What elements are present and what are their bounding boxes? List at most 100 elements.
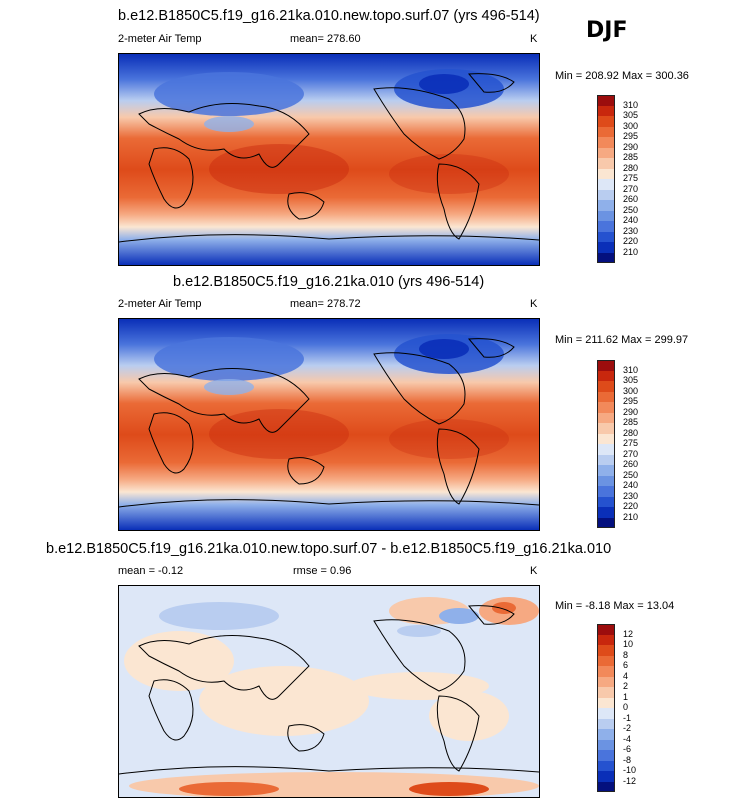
colorbar-label: 270 (623, 448, 639, 459)
colorbar-label: 290 (623, 406, 639, 417)
colorbar-label: 4 (623, 670, 629, 681)
colorbar-label: 240 (623, 215, 639, 225)
colorbar-swatch (597, 645, 615, 656)
colorbar-swatch (597, 381, 615, 392)
colorbar-label: 250 (623, 204, 639, 215)
colorbar-label: 260 (623, 459, 639, 469)
colorbar-swatch (597, 697, 615, 708)
colorbar-swatch (597, 454, 615, 465)
colorbar-label: 300 (623, 120, 639, 131)
panel1-units: K (530, 33, 538, 45)
colorbar-label: 2 (623, 681, 629, 691)
colorbar-label: -4 (623, 733, 632, 744)
colorbar-swatch (597, 105, 615, 116)
panel2-map (118, 318, 540, 531)
colorbar-label: 240 (623, 480, 639, 490)
colorbar-label: -6 (623, 744, 632, 754)
colorbar-label: 210 (623, 511, 639, 522)
colorbar-label: 285 (623, 152, 639, 162)
panel2-variable: 2-meter Air Temp (118, 298, 202, 310)
colorbar-label: 210 (623, 246, 639, 257)
colorbar-swatch (597, 781, 615, 792)
panel3-units: K (530, 565, 538, 577)
colorbar-swatch (597, 666, 615, 677)
colorbar-label: 220 (623, 236, 639, 246)
colorbar-label: 285 (623, 417, 639, 427)
colorbar-swatch (597, 718, 615, 729)
colorbar-label: -8 (623, 754, 632, 765)
panel2-mean: mean= 278.72 (290, 298, 361, 310)
colorbar-swatch (597, 412, 615, 423)
colorbar-swatch (597, 221, 615, 232)
colorbar-swatch (597, 126, 615, 137)
colorbar-label: 6 (623, 660, 629, 670)
colorbar-label: 1 (623, 691, 629, 702)
colorbar-label: 260 (623, 194, 639, 204)
panel3-map (118, 585, 540, 798)
colorbar-swatch (597, 370, 615, 381)
panel2-units: K (530, 298, 538, 310)
colorbar-label: 10 (623, 639, 634, 649)
colorbar-swatch (597, 189, 615, 200)
colorbar-label: 300 (623, 385, 639, 396)
colorbar-label: 295 (623, 131, 639, 141)
colorbar-label: -2 (623, 723, 632, 733)
panel1-title: b.e12.B1850C5.f19_g16.21ka.010.new.topo.… (118, 8, 540, 24)
colorbar-label: 305 (623, 375, 639, 385)
colorbar-swatch (597, 168, 615, 179)
colorbar-label: 230 (623, 225, 639, 236)
colorbar-swatch (597, 423, 615, 434)
colorbar-label: 250 (623, 469, 639, 480)
colorbar-swatch (597, 242, 615, 253)
colorbar-label: 8 (623, 649, 629, 660)
colorbar-label: 310 (623, 364, 639, 375)
colorbar-swatch (597, 231, 615, 242)
colorbar-label: -10 (623, 765, 637, 775)
panel1-mean: mean= 278.60 (290, 33, 361, 45)
colorbar-swatch (597, 507, 615, 518)
panel1-map (118, 53, 540, 266)
colorbar-swatch (597, 517, 615, 528)
colorbar-swatch (597, 750, 615, 761)
colorbar-swatch (597, 444, 615, 455)
colorbar-swatch (597, 624, 615, 635)
colorbar-swatch (597, 676, 615, 687)
colorbar-label: 290 (623, 141, 639, 152)
colorbar-swatch (597, 655, 615, 666)
colorbar-swatch (597, 391, 615, 402)
colorbar-swatch (597, 739, 615, 750)
panel2-title: b.e12.B1850C5.f19_g16.21ka.010 (yrs 496-… (173, 274, 485, 290)
panel3-title: b.e12.B1850C5.f19_g16.21ka.010.new.topo.… (46, 541, 612, 557)
colorbar-swatch (597, 210, 615, 221)
colorbar-label: -1 (623, 712, 632, 723)
colorbar-swatch (597, 360, 615, 371)
colorbar-swatch (597, 95, 615, 106)
colorbar-label: -12 (623, 775, 637, 786)
colorbar-label: 295 (623, 396, 639, 406)
colorbar-swatch (597, 158, 615, 169)
colorbar-label: 275 (623, 438, 639, 448)
panel1-variable: 2-meter Air Temp (118, 33, 202, 45)
colorbar-label: 0 (623, 702, 629, 712)
panel3-minmax: Min = -8.18 Max = 13.04 (555, 600, 675, 612)
colorbar-swatch (597, 252, 615, 263)
colorbar-label: 12 (623, 628, 634, 639)
panel3-rmse: rmse = 0.96 (293, 565, 352, 577)
colorbar-swatch (597, 760, 615, 771)
colorbar-swatch (597, 137, 615, 148)
colorbar-swatch (597, 729, 615, 740)
colorbar-swatch (597, 708, 615, 719)
colorbar-swatch (597, 634, 615, 645)
colorbar-swatch (597, 402, 615, 413)
colorbar-swatch (597, 496, 615, 507)
panel2-minmax: Min = 211.62 Max = 299.97 (555, 334, 689, 346)
colorbar-label: 280 (623, 427, 639, 438)
colorbar-swatch (597, 486, 615, 497)
colorbar-swatch (597, 116, 615, 127)
colorbar-swatch (597, 475, 615, 486)
colorbar-swatch (597, 687, 615, 698)
colorbar-swatch (597, 179, 615, 190)
colorbar-swatch (597, 147, 615, 158)
colorbar-label: 220 (623, 501, 639, 511)
colorbar-label: 280 (623, 162, 639, 173)
